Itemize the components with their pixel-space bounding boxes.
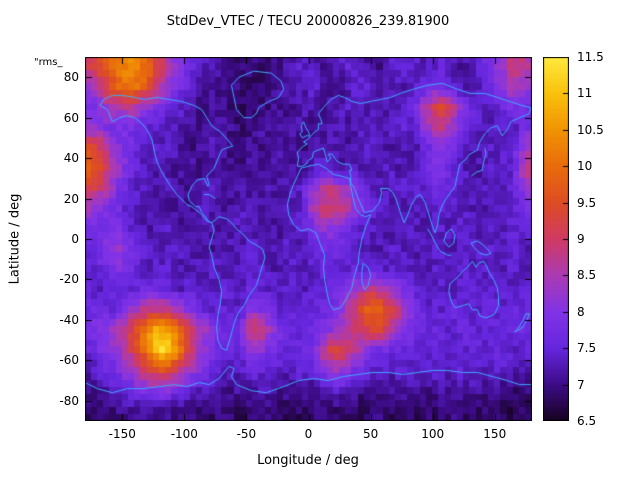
colorbar-tick-label: 7.5 — [577, 341, 597, 356]
colorbar-tick-label: 10.5 — [577, 122, 604, 137]
y-tick-label: 40 — [63, 151, 79, 166]
y-axis-label: Latitude / deg — [7, 193, 23, 285]
x-tick-label: -50 — [236, 427, 257, 441]
colorbar-tick-label: 8 — [577, 304, 585, 319]
x-tick-label: 100 — [421, 427, 445, 441]
x-tick-label: 50 — [362, 427, 379, 441]
y-tick-label: -40 — [59, 312, 79, 327]
colorbar-tick-label: 6.5 — [577, 414, 597, 428]
key-label-rms: "rms_ — [34, 57, 63, 68]
x-tick-label: -100 — [170, 427, 198, 441]
colorbar-tick-label: 8.5 — [577, 268, 597, 283]
x-axis-label: Longitude / deg — [257, 453, 359, 468]
plot-title: StdDev_VTEC / TECU 20000826_239.81900 — [166, 14, 450, 29]
colorbar-gradient — [543, 57, 569, 421]
colorbar-tick-label: 9.5 — [577, 195, 597, 210]
x-tick-label: 0 — [304, 427, 313, 441]
y-tick-label: -60 — [59, 353, 79, 368]
x-tick-label: 150 — [483, 427, 507, 441]
y-tick-label: 20 — [63, 191, 79, 206]
colorbar-tick-label: 10 — [577, 159, 593, 174]
y-tick-label: 0 — [71, 232, 79, 246]
y-tick-label: -20 — [59, 272, 79, 287]
x-tick-label: -150 — [108, 427, 136, 441]
y-tick-label: -80 — [59, 393, 79, 408]
colorbar-tick-label: 11 — [577, 86, 593, 101]
heatmap-canvas — [85, 57, 532, 421]
y-tick-label: 80 — [63, 70, 79, 85]
colorbar-tick-label: 11.5 — [577, 50, 604, 64]
y-tick-label: 60 — [63, 110, 79, 125]
colorbar-tick-label: 9 — [577, 232, 585, 246]
colorbar-tick-label: 7 — [577, 377, 585, 392]
